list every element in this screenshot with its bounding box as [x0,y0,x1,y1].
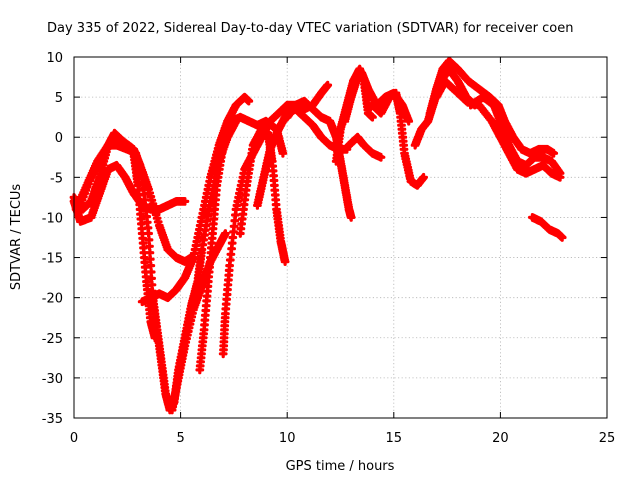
y-tick-label: -25 [42,332,63,347]
x-tick-label: 5 [176,431,184,446]
series-markers [466,92,565,178]
data-series [69,56,567,415]
series-markers [528,213,567,242]
series-arc-20 [528,213,567,242]
x-tick-label: 25 [599,431,616,446]
y-tick-label: -15 [42,252,63,267]
series-markers [195,112,288,375]
y-tick-label: -35 [42,412,63,427]
chart-title: Day 335 of 2022, Sidereal Day-to-day VTE… [47,21,573,36]
y-tick-label: -20 [42,292,63,307]
series-markers [73,132,160,343]
series-markers [344,132,386,162]
series-arc-4 [73,132,160,343]
series-markers [432,76,565,182]
y-tick-labels: -35 -30 -25 -20 -15 -10 -5 0 5 10 [42,51,63,427]
x-axis-label: GPS time / hours [286,459,395,474]
x-tick-label: 15 [386,431,403,446]
y-axis-label: SDTVAR / TECUs [9,184,24,291]
y-tick-label: 5 [55,91,63,106]
y-tick-label: 10 [46,51,63,66]
axis-ticks [73,56,608,419]
x-tick-label: 0 [70,431,78,446]
y-tick-label: -5 [50,171,63,186]
y-tick-label: -10 [42,211,63,226]
y-tick-label: -30 [42,372,63,387]
series-arc-18 [432,76,565,182]
x-tick-labels: 0 5 10 15 20 25 [70,431,615,446]
y-tick-label: 0 [55,131,63,146]
series-arc-7 [195,112,288,375]
series-markers [137,92,254,307]
series-arc-5 [137,92,254,307]
plot-frame [73,56,608,419]
series-markers [368,88,428,190]
series-arc-15 [368,88,428,190]
x-tick-label: 20 [492,431,509,446]
series-arc-19 [466,92,565,178]
grid-lines [74,57,607,418]
x-tick-label: 10 [279,431,296,446]
series-arc-14 [344,132,386,162]
